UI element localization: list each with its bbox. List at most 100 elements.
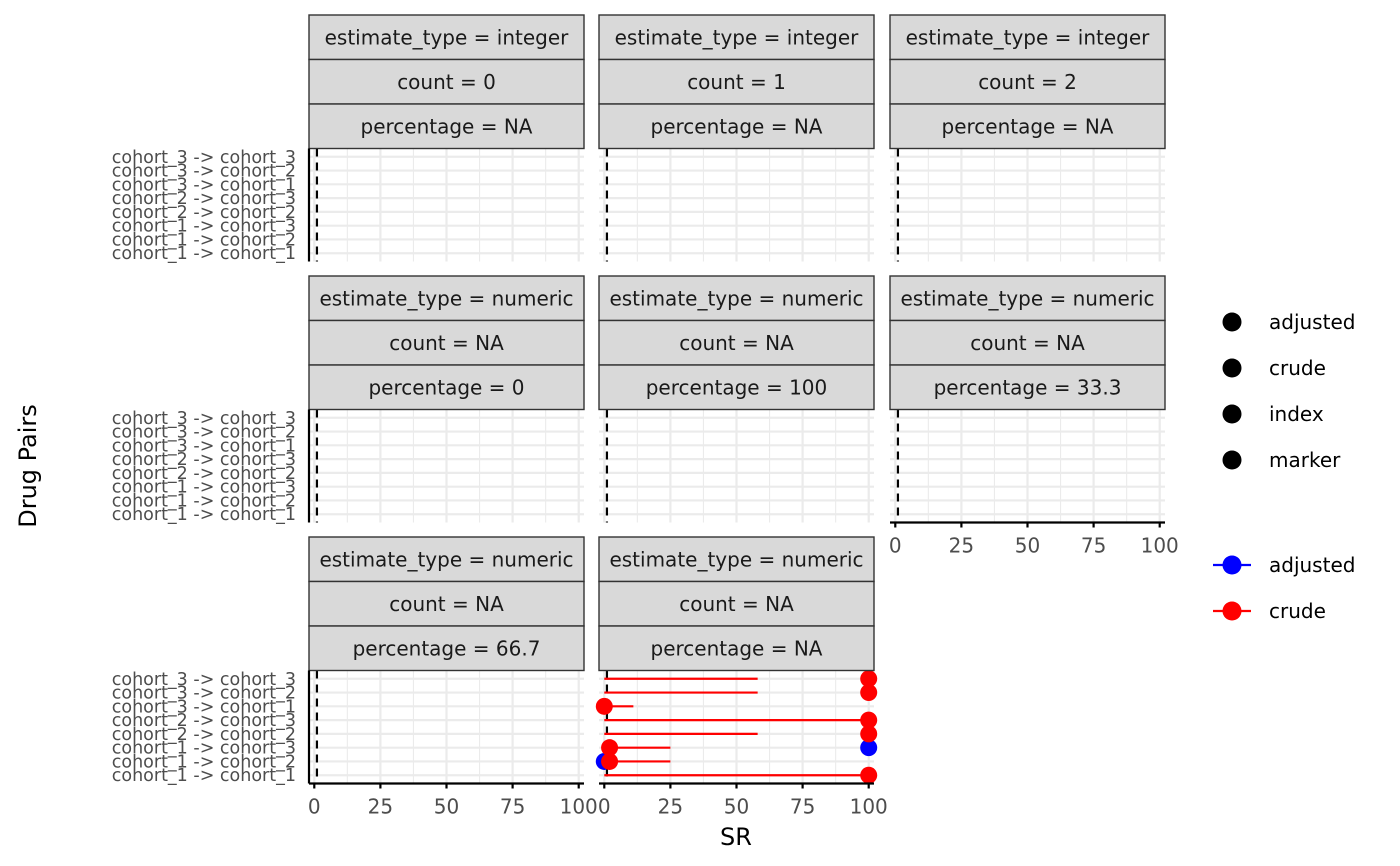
- data-point-crude: [601, 752, 619, 770]
- y-tick-label: cohort_3 -> cohort_1: [112, 175, 296, 195]
- facet-strip-label: percentage = NA: [942, 114, 1114, 138]
- facet-strip: [889, 103, 1166, 150]
- facet-strip-label: percentage = 33.3: [934, 375, 1122, 399]
- facet-strip-label: percentage = NA: [651, 114, 823, 138]
- x-tick-label: 0: [889, 534, 902, 558]
- facet-strip: [889, 14, 1166, 61]
- legend-marker: [1222, 555, 1242, 575]
- x-tick-label: 50: [434, 795, 459, 819]
- legend-marker: [1222, 450, 1242, 470]
- x-tick-label: 75: [790, 795, 815, 819]
- y-tick-label: cohort_2 -> cohort_3: [112, 711, 296, 731]
- y-tick-label: cohort_3 -> cohort_1: [112, 697, 296, 717]
- legend-label: adjusted: [1269, 553, 1355, 577]
- facet-strip: [889, 319, 1166, 366]
- y-tick-label: cohort_2 -> cohort_3: [112, 189, 296, 209]
- facet-strip: [598, 625, 875, 672]
- y-tick-label: cohort_3 -> cohort_3: [112, 148, 296, 168]
- facet-strip-label: count = NA: [389, 592, 504, 616]
- y-tick-label: cohort_1 -> cohort_2: [112, 491, 296, 511]
- x-tick-label: 100: [850, 795, 888, 819]
- x-tick-label: 50: [724, 795, 749, 819]
- facet-strip-label: count = 2: [978, 70, 1077, 94]
- y-tick-label: cohort_2 -> cohort_2: [112, 203, 296, 223]
- facet-strip: [308, 58, 585, 105]
- legend-marker: [1222, 404, 1242, 424]
- legend-label: crude: [1269, 599, 1326, 623]
- legend-label: marker: [1269, 448, 1341, 472]
- facet-strip: [308, 625, 585, 672]
- y-tick-label: cohort_2 -> cohort_2: [112, 725, 296, 745]
- y-tick-label: cohort_3 -> cohort_1: [112, 436, 296, 456]
- facet-strip-label: percentage = NA: [651, 636, 823, 660]
- legend-marker: [1222, 358, 1242, 378]
- legend-marker: [1222, 601, 1242, 621]
- facet-strip: [889, 58, 1166, 105]
- facet-strip: [598, 14, 875, 61]
- facet-strip-label: estimate_type = integer: [325, 25, 570, 49]
- y-tick-label: cohort_1 -> cohort_3: [112, 478, 296, 498]
- facet-strip-label: percentage = 0: [368, 375, 524, 399]
- x-tick-label: 25: [368, 795, 393, 819]
- y-tick-label: cohort_1 -> cohort_3: [112, 217, 296, 237]
- x-tick-label: 25: [658, 795, 683, 819]
- facet-strip: [598, 319, 875, 366]
- legend-label: adjusted: [1269, 310, 1355, 334]
- x-tick-label: 0: [308, 795, 321, 819]
- y-tick-label: cohort_3 -> cohort_2: [112, 423, 296, 443]
- facet-strip-label: count = 0: [397, 70, 496, 94]
- data-point-crude: [860, 711, 878, 729]
- x-tick-label: 25: [949, 534, 974, 558]
- x-tick-label: 75: [500, 795, 525, 819]
- y-tick-label: cohort_3 -> cohort_2: [112, 162, 296, 182]
- data-point-crude: [860, 670, 878, 688]
- facet-strip: [598, 364, 875, 411]
- facet-strip-label: estimate_type = numeric: [319, 286, 573, 310]
- facet-strip-label: percentage = 66.7: [353, 636, 541, 660]
- facet-strip-label: estimate_type = integer: [906, 25, 1151, 49]
- facet-strip: [308, 275, 585, 322]
- y-tick-label: cohort_1 -> cohort_1: [112, 244, 296, 264]
- facet-strip-label: count = NA: [679, 331, 794, 355]
- data-point-crude: [595, 697, 613, 715]
- y-axis-title: Drug Pairs: [14, 404, 42, 528]
- x-tick-label: 100: [560, 795, 598, 819]
- facet-strip-label: count = NA: [679, 592, 794, 616]
- facet-strip-label: estimate_type = numeric: [609, 547, 863, 571]
- y-tick-label: cohort_1 -> cohort_1: [112, 766, 296, 786]
- data-point-crude: [860, 766, 878, 784]
- x-tick-label: 50: [1015, 534, 1040, 558]
- facet-strip: [308, 103, 585, 150]
- facet-strip: [308, 364, 585, 411]
- legend-label: crude: [1269, 356, 1326, 380]
- facet-strip: [598, 536, 875, 583]
- facet-strip: [308, 536, 585, 583]
- facet-strip-label: estimate_type = integer: [615, 25, 860, 49]
- facet-strip: [598, 58, 875, 105]
- y-tick-label: cohort_3 -> cohort_3: [112, 670, 296, 690]
- facet-strip: [308, 580, 585, 627]
- facet-strip-label: count = NA: [389, 331, 504, 355]
- legend-label: index: [1269, 402, 1324, 426]
- data-point-crude: [601, 739, 619, 757]
- facet-strip: [598, 275, 875, 322]
- y-tick-label: cohort_3 -> cohort_2: [112, 684, 296, 704]
- legend-marker: [1222, 312, 1242, 332]
- facet-strip: [889, 275, 1166, 322]
- facet-strip-label: count = 1: [687, 70, 786, 94]
- y-tick-label: cohort_1 -> cohort_3: [112, 739, 296, 759]
- data-point-crude: [860, 684, 878, 702]
- data-point-adjusted: [860, 739, 878, 757]
- facet-strip: [598, 580, 875, 627]
- y-tick-label: cohort_3 -> cohort_3: [112, 409, 296, 429]
- x-tick-label: 100: [1141, 534, 1179, 558]
- x-tick-label: 0: [598, 795, 611, 819]
- y-tick-label: cohort_1 -> cohort_2: [112, 752, 296, 772]
- facet-strip-label: count = NA: [970, 331, 1085, 355]
- facet-strip: [308, 14, 585, 61]
- data-point-crude: [860, 725, 878, 743]
- facet-strip-label: estimate_type = numeric: [609, 286, 863, 310]
- facet-strip-label: percentage = NA: [361, 114, 533, 138]
- facet-strip: [889, 364, 1166, 411]
